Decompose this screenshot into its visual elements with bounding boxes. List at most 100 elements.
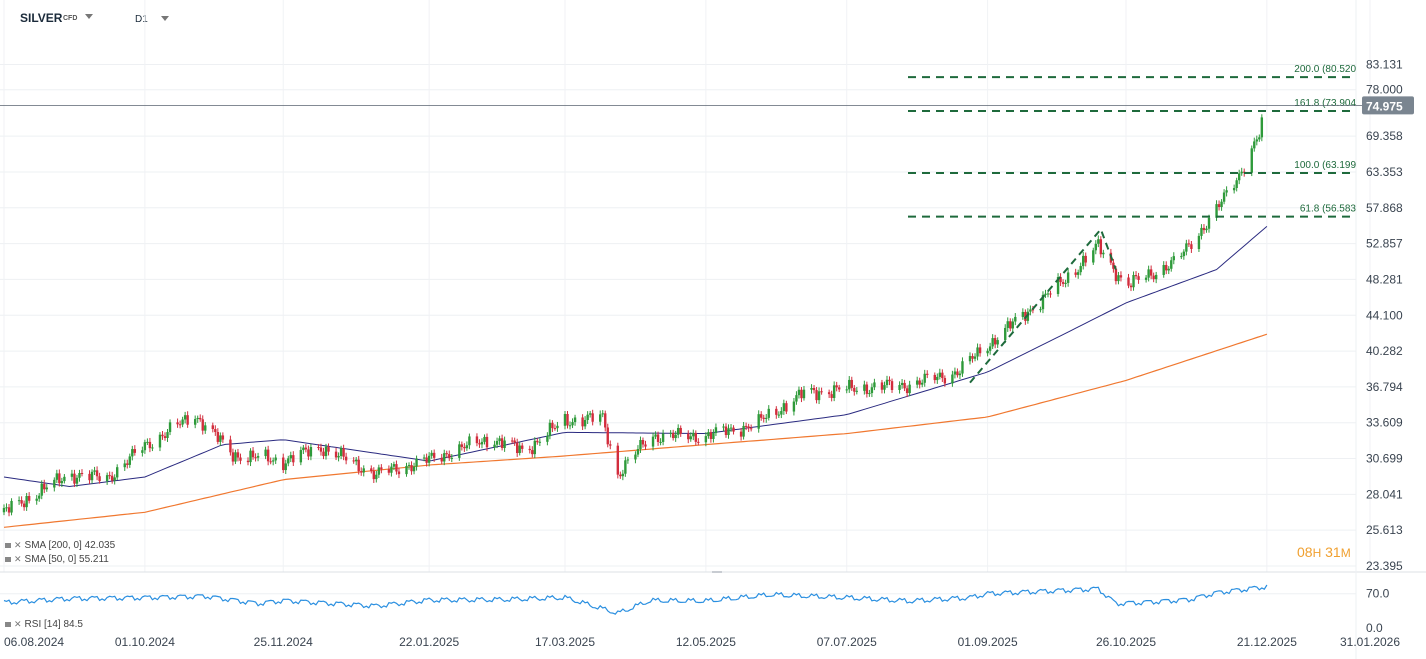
close-icon[interactable]: ✕	[14, 619, 22, 629]
candle-body	[641, 440, 645, 445]
candle-body	[780, 411, 783, 415]
candle	[236, 448, 240, 462]
candle	[694, 430, 698, 446]
candle	[1182, 249, 1186, 260]
candle	[458, 441, 461, 461]
candle	[229, 435, 232, 456]
candle-body	[1235, 180, 1238, 189]
candle	[714, 423, 718, 437]
candle-body	[440, 457, 443, 462]
candle	[344, 452, 348, 465]
candle-body	[380, 467, 383, 470]
candle-body	[1260, 117, 1264, 138]
candle	[299, 446, 303, 466]
candle	[538, 438, 542, 447]
x-tick-label: 12.05.2025	[676, 635, 736, 649]
candle	[317, 444, 320, 451]
indicator-settings-icon[interactable]	[5, 543, 11, 548]
candle-body	[626, 459, 630, 461]
candle-body	[116, 467, 119, 478]
candle-body	[178, 424, 182, 426]
candle-body	[73, 473, 76, 484]
candle	[163, 432, 167, 441]
candle-body	[905, 388, 909, 394]
candle	[415, 455, 418, 471]
candle	[656, 431, 660, 446]
candle-body	[792, 401, 796, 412]
candle	[744, 422, 748, 431]
indicator-settings-icon[interactable]	[5, 622, 11, 627]
symbol-name[interactable]: SILVER	[20, 11, 63, 25]
candle	[105, 472, 109, 485]
candle-body	[1044, 293, 1047, 295]
candle	[880, 379, 884, 394]
candle	[599, 410, 602, 426]
candle-body	[926, 373, 929, 375]
candle	[958, 370, 962, 380]
candle	[38, 493, 41, 502]
candle-body	[324, 446, 328, 457]
candle-body	[410, 465, 413, 472]
timeframe-dropdown-icon[interactable]	[161, 16, 169, 21]
timeframe-selector[interactable]: D1	[135, 14, 148, 25]
candle-body	[1092, 250, 1095, 263]
candle-body	[448, 454, 451, 459]
candle	[785, 400, 788, 415]
candle-body	[478, 443, 481, 445]
candle	[521, 442, 524, 453]
candle	[1215, 200, 1218, 221]
candle-body	[1059, 276, 1062, 283]
candle-body	[1102, 252, 1105, 255]
candle	[307, 445, 310, 461]
x-tick-label: 31.01.2026	[1340, 635, 1400, 649]
candle-body	[674, 434, 677, 439]
candle	[1039, 306, 1042, 313]
candle-body	[958, 373, 962, 376]
candle-body	[2, 507, 6, 513]
candle	[108, 471, 111, 480]
candle-body	[976, 347, 979, 357]
candle-body	[1215, 204, 1218, 218]
candle-body	[915, 380, 919, 385]
candle	[636, 445, 640, 458]
candle	[1197, 233, 1201, 252]
candle-body	[827, 392, 831, 395]
candle	[968, 352, 972, 365]
candle-body	[533, 440, 537, 455]
symbol-dropdown-icon[interactable]	[85, 14, 93, 19]
candle	[377, 464, 381, 478]
candle-body	[619, 474, 622, 477]
close-icon[interactable]: ✕	[14, 554, 22, 564]
candle	[971, 353, 974, 363]
sma200-legend[interactable]: ✕ SMA [200, 0] 42.035	[5, 540, 115, 551]
candle-body	[377, 467, 381, 475]
candle-body	[661, 433, 665, 442]
candle	[445, 450, 448, 458]
close-icon[interactable]: ✕	[14, 540, 22, 550]
candle	[1076, 269, 1080, 279]
indicator-settings-icon[interactable]	[5, 557, 11, 562]
candle	[767, 405, 770, 421]
candle-body	[1253, 141, 1256, 149]
candle	[795, 391, 798, 405]
candle-body	[236, 452, 240, 458]
candle-body	[271, 460, 275, 462]
candle-body	[712, 433, 715, 439]
candle	[475, 433, 479, 447]
candle-body	[837, 387, 841, 390]
candle-body	[128, 456, 131, 465]
candle-body	[342, 448, 345, 457]
candle	[1260, 114, 1264, 142]
candle-body	[1222, 192, 1226, 202]
candle-body	[95, 470, 99, 477]
candle	[1207, 214, 1211, 233]
candle-body	[143, 442, 147, 451]
candle-body	[1064, 282, 1067, 284]
rsi-legend[interactable]: ✕ RSI [14] 84.5	[5, 619, 83, 630]
candle-body	[199, 417, 202, 420]
sma50-legend[interactable]: ✕ SMA [50, 0] 55.211	[5, 554, 109, 565]
candle-body	[1185, 243, 1188, 252]
candle-body	[679, 427, 682, 434]
x-tick-label: 25.11.2024	[254, 635, 313, 649]
